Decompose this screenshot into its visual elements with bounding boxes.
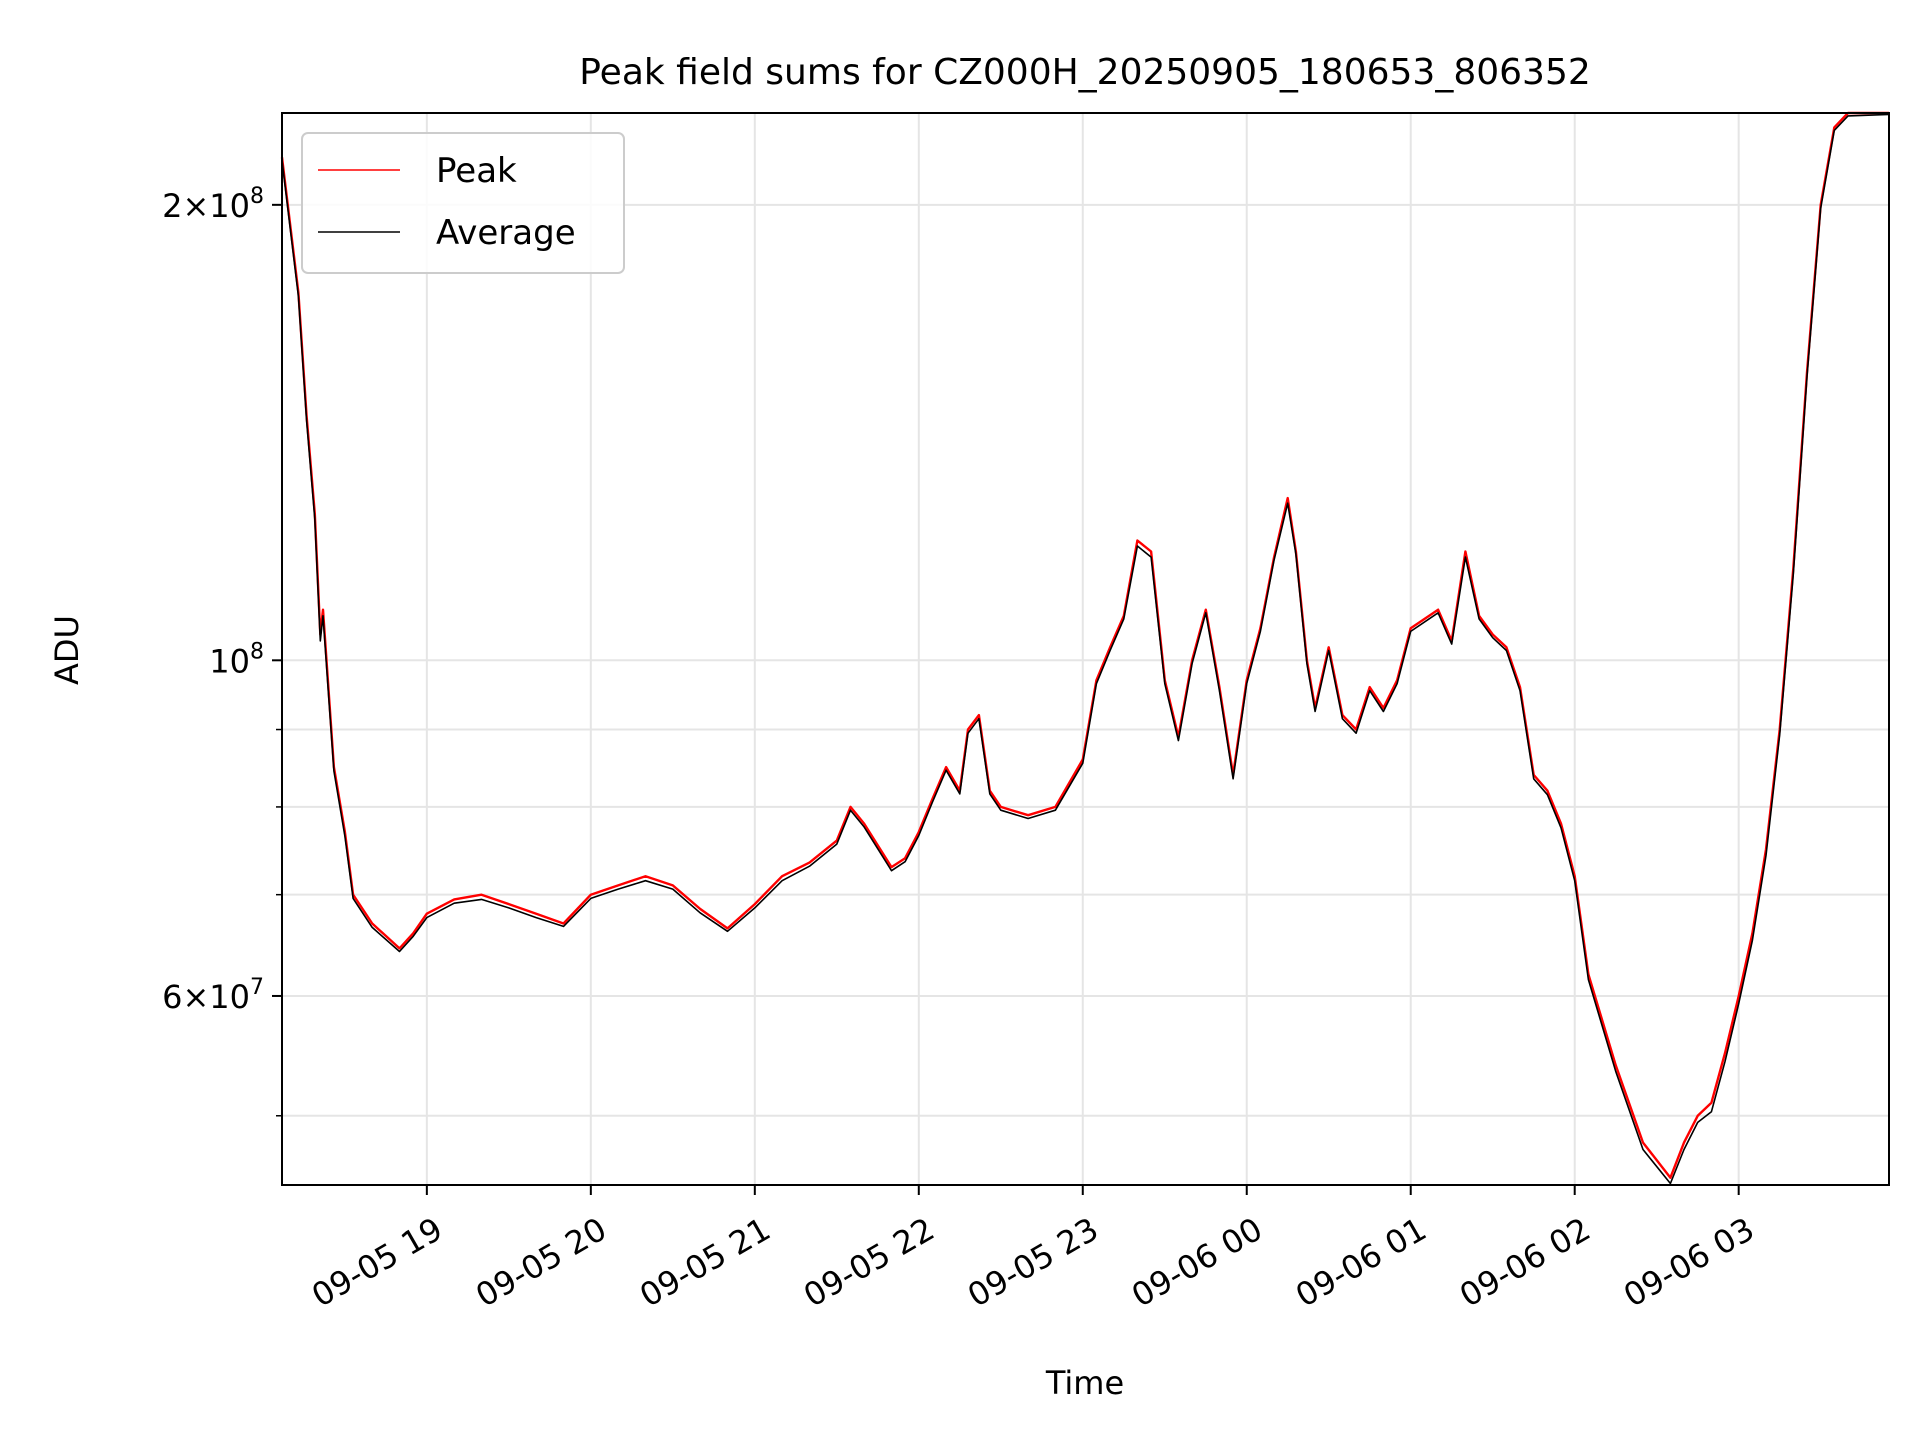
y-tick-label-exponent: 8 bbox=[250, 184, 264, 209]
series-layer bbox=[280, 111, 1890, 1185]
grid bbox=[282, 113, 1889, 1185]
y-tick-label-exponent: 8 bbox=[250, 639, 264, 664]
y-tick-label: 2×108 bbox=[162, 184, 264, 225]
y-axis-label: ADU bbox=[48, 615, 86, 685]
y-tick-label-base: 2×10 bbox=[162, 187, 250, 225]
y-tick-label: 108 bbox=[209, 639, 264, 680]
y-tick-label-exponent: 7 bbox=[250, 975, 264, 1000]
legend-label-peak: Peak bbox=[436, 151, 517, 191]
y-tick-label-base: 10 bbox=[209, 642, 250, 680]
legend-box bbox=[301, 132, 625, 274]
y-tick-label-base: 6×10 bbox=[162, 978, 250, 1016]
legend-label-average: Average bbox=[436, 213, 576, 253]
series-line-average bbox=[281, 113, 1890, 1185]
x-axis-label: Time bbox=[1045, 1364, 1124, 1402]
legend: Peak Average bbox=[301, 132, 625, 274]
axes-frame bbox=[281, 112, 1890, 1186]
chart-title: Peak field sums for CZ000H_20250905_1806… bbox=[579, 52, 1591, 93]
y-tick-label: 6×107 bbox=[162, 975, 264, 1016]
